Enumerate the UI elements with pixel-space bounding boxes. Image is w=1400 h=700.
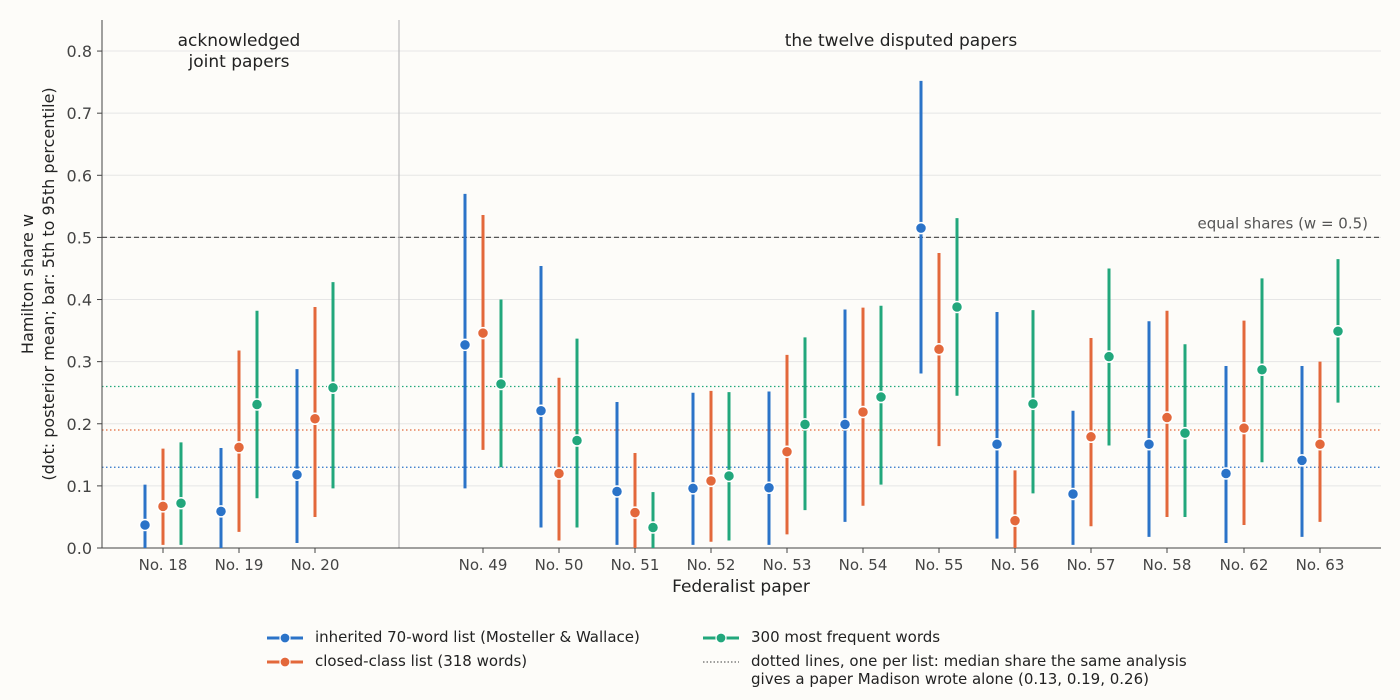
legend-swatch-closed	[267, 656, 303, 668]
legend-label-madison: dotted lines, one per list: median share…	[751, 652, 1187, 688]
point-mw	[686, 482, 700, 495]
point-mw	[1219, 467, 1233, 480]
y-tick-label: 0.7	[67, 104, 92, 123]
y-tick-label: 0.3	[67, 353, 92, 372]
point-mw	[214, 505, 228, 518]
point-freq	[1331, 324, 1345, 338]
legend-item-freq: 300 most frequent words	[701, 628, 940, 648]
point-freq	[326, 381, 340, 394]
point-closed	[704, 474, 718, 488]
point-mw	[610, 485, 624, 498]
point-closed	[932, 342, 946, 356]
y-tick-label: 0.2	[67, 415, 92, 434]
point-mw	[1142, 438, 1156, 451]
group-label-disputed: the twelve disputed papers	[785, 31, 1018, 51]
point-freq	[174, 497, 188, 510]
legend-label-closed: closed-class list (318 words)	[315, 652, 528, 670]
point-freq	[646, 521, 660, 534]
point-closed	[780, 445, 794, 458]
legend-label-mw: inherited 70-word list (Mosteller & Wall…	[315, 628, 640, 646]
point-closed	[1008, 514, 1022, 527]
point-closed	[1313, 438, 1327, 451]
point-mw	[762, 481, 776, 494]
y-tick-label: 0.0	[67, 539, 92, 558]
y-tick-label: 0.6	[67, 166, 92, 185]
reference-lines	[102, 20, 1381, 548]
point-freq	[1026, 397, 1040, 411]
x-tick-label: No. 58	[1143, 556, 1192, 574]
point-mw	[458, 338, 472, 352]
group-label-joint-line1: acknowledged	[178, 31, 301, 51]
legend-label-freq: 300 most frequent words	[751, 628, 941, 646]
x-tick-label: No. 19	[215, 556, 264, 574]
point-closed	[1237, 421, 1251, 435]
point-closed	[628, 506, 642, 519]
group-label-joint-line2: joint papers	[188, 52, 290, 72]
point-mw	[990, 438, 1004, 451]
x-tick-label: No. 20	[291, 556, 340, 574]
x-tick-label: No. 57	[1067, 556, 1116, 574]
point-closed	[232, 441, 246, 454]
point-closed	[552, 467, 566, 480]
x-tick-label: No. 50	[535, 556, 584, 574]
legend: inherited 70-word list (Mosteller & Wall…	[265, 628, 1265, 698]
point-closed	[156, 500, 170, 513]
legend-swatch-mw	[267, 632, 303, 644]
point-freq	[1102, 350, 1116, 363]
y-axis-title-line2: (dot: posterior mean; bar: 5th to 95th p…	[39, 87, 58, 480]
legend-dot-closed	[279, 656, 291, 668]
x-tick-label: No. 54	[839, 556, 888, 574]
point-mw	[838, 418, 852, 431]
y-tick-label: 0.5	[67, 228, 92, 247]
point-closed	[308, 412, 322, 426]
point-mw	[1066, 487, 1080, 501]
x-tick-label: No. 51	[611, 556, 660, 574]
point-closed	[856, 405, 870, 419]
legend-dot-mw	[279, 632, 291, 644]
point-freq	[950, 300, 964, 314]
point-freq	[722, 469, 736, 483]
legend-item-closed: closed-class list (318 words)	[265, 652, 527, 672]
legend-swatch-freq	[703, 632, 739, 644]
axes	[97, 20, 1381, 553]
grid-lines	[102, 50, 1381, 487]
point-mw	[1295, 454, 1309, 467]
point-freq	[494, 377, 508, 391]
y-tick-label: 0.8	[67, 42, 92, 61]
x-tick-label: No. 18	[139, 556, 188, 574]
x-axis-title: Federalist paper	[672, 577, 810, 597]
legend-swatch-madison	[703, 661, 739, 663]
equal-shares-label: equal shares (w = 0.5)	[1198, 214, 1368, 232]
x-tick-label: No. 52	[687, 556, 736, 574]
legend-item-madison: dotted lines, one per list: median share…	[701, 652, 1187, 688]
chart-labels: 0.0 0.1 0.2 0.3 0.4 0.5 0.6 0.7 0.8 equal shares …	[18, 31, 1368, 597]
data-marks	[138, 80, 1345, 548]
point-freq	[570, 434, 584, 447]
point-closed	[1084, 430, 1098, 444]
point-mw	[290, 468, 304, 481]
y-axis-title: Hamilton share w (dot: posterior mean; ba…	[18, 87, 58, 480]
point-freq	[1178, 426, 1192, 440]
point-mw	[534, 404, 548, 417]
legend-item-mw: inherited 70-word list (Mosteller & Wall…	[265, 628, 640, 648]
x-tick-label: No. 53	[763, 556, 812, 574]
point-mw	[138, 518, 152, 532]
point-freq	[874, 390, 888, 404]
x-tick-label: No. 49	[459, 556, 508, 574]
y-axis-title-line1: Hamilton share w	[18, 214, 37, 354]
legend-dot-freq	[715, 632, 727, 644]
point-freq	[250, 398, 264, 411]
point-freq	[1255, 363, 1269, 376]
y-tick-label: 0.1	[67, 477, 92, 496]
point-freq	[798, 418, 812, 431]
point-mw	[914, 221, 928, 235]
point-closed	[1160, 411, 1174, 424]
y-tick-label: 0.4	[67, 291, 92, 310]
point-closed	[476, 326, 490, 340]
x-tick-label: No. 63	[1296, 556, 1345, 574]
x-tick-label: No. 62	[1220, 556, 1269, 574]
x-tick-label: No. 55	[915, 556, 964, 574]
x-tick-label: No. 56	[991, 556, 1040, 574]
